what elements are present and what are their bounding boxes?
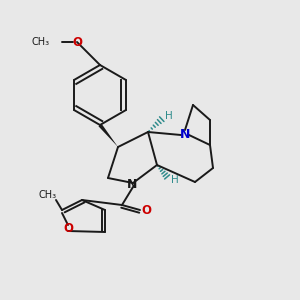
Text: CH₃: CH₃ (39, 190, 57, 200)
Text: O: O (141, 205, 151, 218)
Polygon shape (98, 124, 118, 147)
Text: O: O (63, 221, 73, 235)
Text: H: H (165, 111, 173, 121)
Text: N: N (127, 178, 137, 190)
Text: CH₃: CH₃ (32, 37, 50, 47)
Text: H: H (171, 175, 179, 185)
Text: N: N (180, 128, 190, 142)
Text: O: O (72, 35, 82, 49)
